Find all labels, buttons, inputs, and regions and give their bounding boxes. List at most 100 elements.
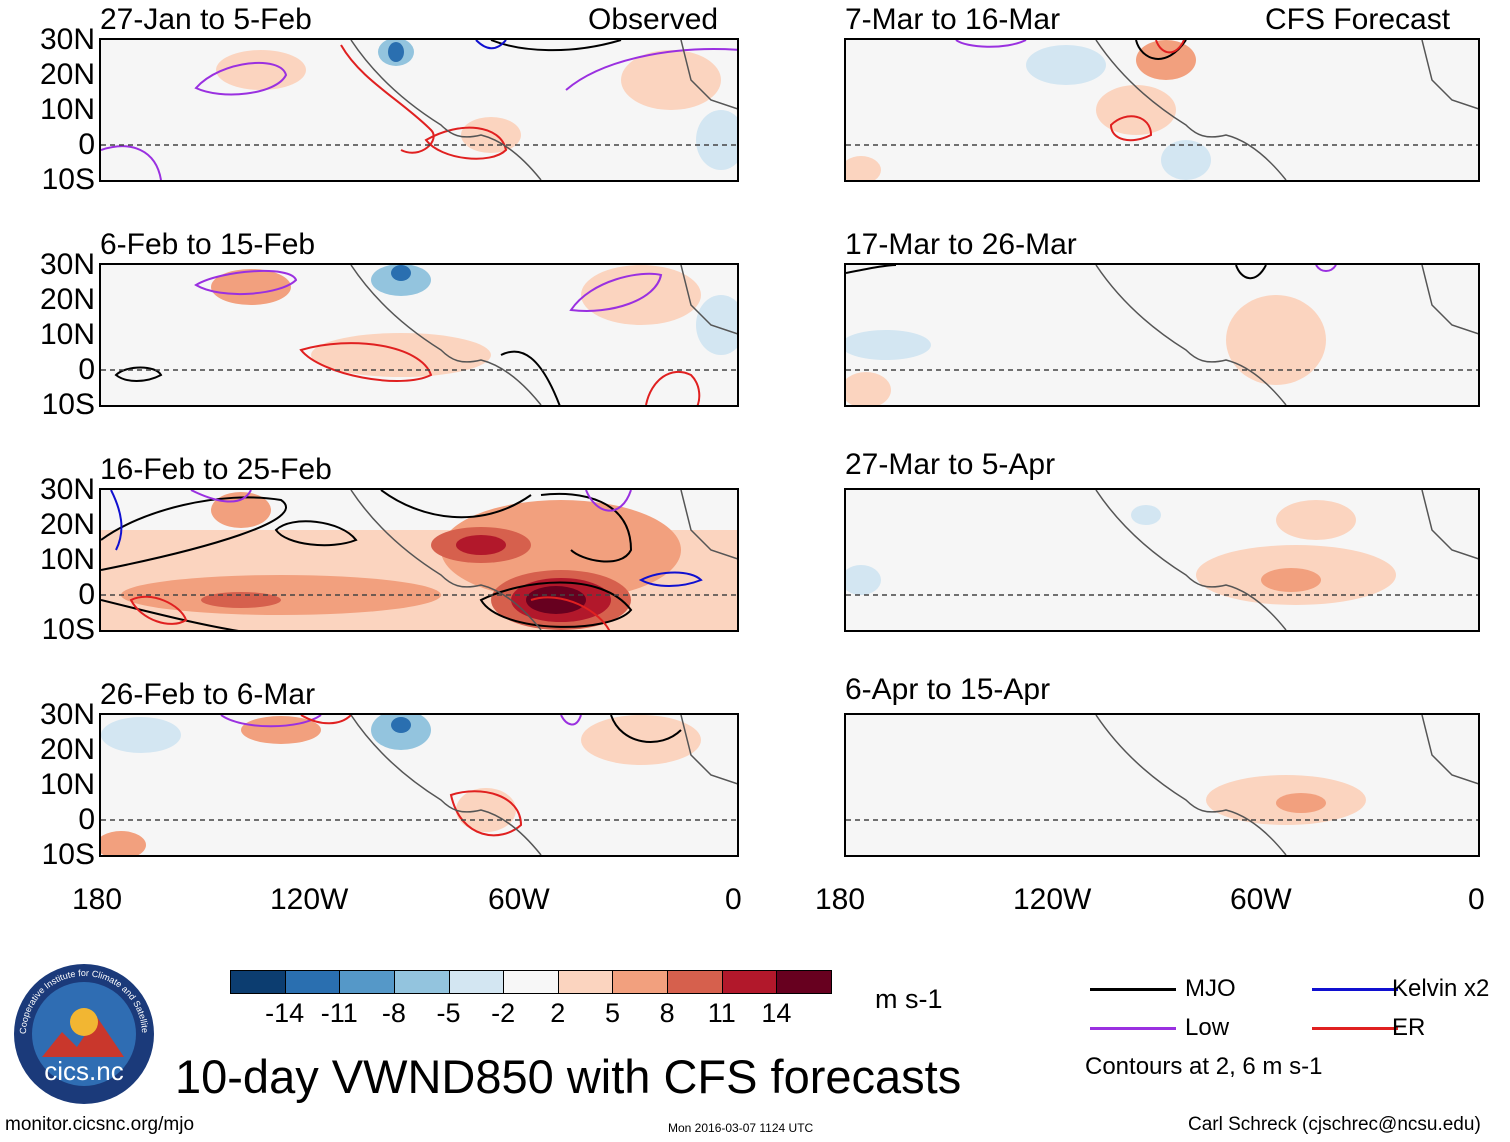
lat-label: 10N [39, 93, 95, 126]
cfs-forecast-label: CFS Forecast [1265, 3, 1451, 36]
low-contour [1315, 265, 1337, 272]
lat-label: 0 [78, 578, 95, 611]
low-contour [955, 40, 1027, 48]
author: Carl Schreck (cjschrec@ncsu.edu) [1188, 1114, 1481, 1135]
mjo-contour [114, 366, 163, 382]
er-contour [1109, 115, 1153, 142]
map-panel-right-3 [844, 488, 1480, 632]
wind-anomaly-negative [696, 295, 737, 355]
panel-title-left-3: 16-Feb to 25-Feb [100, 453, 332, 486]
map-svg [101, 490, 737, 630]
colorbar-tick-label: -5 [436, 998, 461, 1028]
colorbar-swatch [448, 970, 505, 994]
wind-anomaly-positive [216, 50, 306, 90]
wind-anomaly-positive [846, 156, 881, 180]
wind-anomaly-positive [1261, 568, 1321, 592]
wind-anomaly-negative [1161, 140, 1211, 180]
lat-label: 20N [39, 733, 95, 766]
wind-anomaly-positive [201, 592, 281, 608]
wind-anomaly-positive [211, 269, 291, 305]
colorbar-tick-label: -8 [381, 998, 406, 1028]
coastline [1095, 490, 1287, 630]
mjo-contour [846, 265, 897, 274]
panel-title-left-2: 6-Feb to 15-Feb [100, 228, 316, 261]
er-contour [645, 370, 701, 405]
lon-label: 0 [725, 883, 742, 916]
website-link[interactable]: monitor.cicsnc.org/mjo [5, 1114, 195, 1135]
wind-anomaly-negative [846, 330, 931, 360]
colorbar-swatch [339, 970, 395, 994]
mjo-contour [490, 40, 622, 52]
mjo-contour [500, 350, 561, 405]
colorbar-tick-label: -14 [265, 998, 305, 1028]
legend-label-mjo: MJO [1185, 975, 1236, 1002]
low-contour [585, 490, 632, 512]
lat-label: 30N [39, 23, 95, 56]
panel-title-left-4: 26-Feb to 6-Mar [100, 678, 316, 711]
kelvin-contour [638, 571, 703, 587]
mjo-contour [274, 520, 358, 547]
low-contour [560, 715, 582, 726]
kelvin-contour [475, 40, 507, 50]
colorbar-tick-label: 11 [707, 998, 736, 1028]
page-title: 10-day VWND850 with CFS forecasts [175, 1050, 962, 1103]
wind-anomaly-negative [101, 717, 181, 753]
legend-line-kelvin [1312, 988, 1398, 991]
panel-title-left-1: 27-Jan to 5-Feb [100, 3, 312, 36]
wind-anomaly-positive [1276, 793, 1326, 813]
low-contour [190, 490, 252, 503]
coastline [680, 265, 737, 335]
legend-line-low [1090, 1027, 1176, 1030]
observed-label: Observed [588, 3, 719, 36]
lat-label: 10S [41, 163, 95, 196]
coastline [1095, 40, 1287, 180]
colorbar-tick-label: 14 [761, 998, 792, 1028]
panel-title-right-1: 7-Mar to 16-Mar [845, 3, 1061, 36]
lat-label: 10N [39, 543, 95, 576]
mjo-contour [479, 581, 633, 628]
er-contour [129, 595, 188, 625]
low-contour [565, 48, 737, 91]
lon-label: 120W [270, 883, 349, 916]
wind-anomaly-negative [1026, 45, 1106, 85]
colorbar-swatch [667, 970, 723, 994]
colorbar-swatch [612, 970, 669, 994]
lat-label: 30N [39, 248, 95, 281]
lon-label: 60W [1230, 883, 1292, 916]
map-panel-left-1 [99, 38, 739, 182]
er-contour [424, 126, 508, 160]
wind-anomaly-positive [1136, 40, 1196, 80]
mjo-contour [101, 496, 287, 571]
wind-anomaly-negative [696, 110, 737, 170]
er-contour [1155, 40, 1185, 54]
logo-text: cics.nc [44, 1056, 123, 1086]
colorbar [230, 970, 832, 994]
low-contour [194, 62, 288, 96]
map-svg [846, 40, 1478, 180]
er-contour [299, 342, 433, 382]
colorbar-units: m s-1 [875, 984, 943, 1014]
mjo-contour [540, 492, 633, 563]
lat-label: 10S [41, 838, 95, 871]
map-panel-left-2 [99, 263, 739, 407]
map-panel-left-4 [99, 713, 739, 857]
panel-title-right-3: 27-Mar to 5-Apr [845, 448, 1056, 481]
wind-anomaly-positive [846, 372, 891, 405]
coastline [1421, 40, 1478, 110]
lat-label: 20N [39, 283, 95, 316]
legend-line-er [1312, 1027, 1398, 1030]
wind-anomaly-positive [621, 50, 721, 110]
map-svg [101, 265, 737, 405]
lat-label: 30N [39, 473, 95, 506]
legend-label-er: ER [1392, 1014, 1426, 1041]
lon-label: 180 [815, 883, 866, 916]
wind-anomaly-negative [391, 717, 411, 733]
wind-anomaly-positive [456, 788, 516, 832]
er-contour [300, 715, 352, 725]
map-svg [101, 40, 737, 180]
colorbar-tick-label: 5 [604, 998, 620, 1028]
low-contour [569, 272, 663, 312]
coastline [1095, 715, 1287, 855]
coastline [350, 715, 542, 855]
cics-logo[interactable]: Cooperative Institute for Climate and Sa… [10, 954, 156, 1106]
